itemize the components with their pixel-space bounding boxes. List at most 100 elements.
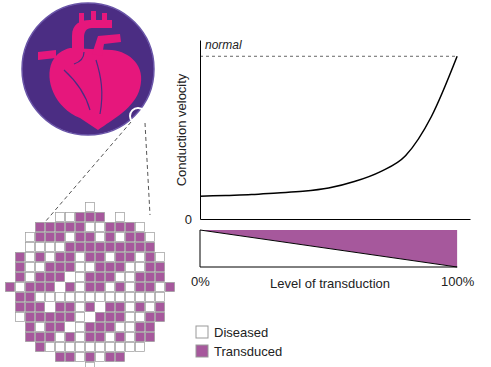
tissue-cell bbox=[46, 233, 55, 242]
tissue-cell bbox=[46, 313, 55, 322]
tissue-cell bbox=[16, 313, 25, 322]
tissue-cell bbox=[96, 223, 105, 232]
tissue-cell bbox=[146, 273, 155, 282]
tissue-cell bbox=[146, 323, 155, 332]
tissue-cell bbox=[46, 263, 55, 272]
tissue-cell bbox=[46, 293, 55, 302]
tissue-cell bbox=[76, 213, 85, 222]
zoom-line bbox=[45, 122, 131, 222]
velocity-curve bbox=[200, 56, 457, 196]
tissue-cell bbox=[76, 243, 85, 252]
tissue-cell bbox=[76, 263, 85, 272]
tissue-cell bbox=[86, 263, 95, 272]
diseased-area bbox=[200, 230, 457, 267]
tissue-cell bbox=[26, 263, 35, 272]
tissue-cell bbox=[36, 283, 45, 292]
tissue-cell bbox=[126, 283, 135, 292]
tissue-cell bbox=[126, 343, 135, 352]
tissue-cell bbox=[106, 303, 115, 312]
tissue-cell bbox=[66, 233, 75, 242]
tissue-cell bbox=[106, 243, 115, 252]
tissue-cell bbox=[126, 253, 135, 262]
tissue-cell bbox=[46, 343, 55, 352]
legend-label: Diseased bbox=[214, 325, 268, 340]
tissue-cell bbox=[56, 263, 65, 272]
tissue-cell bbox=[126, 293, 135, 302]
tissue-cell bbox=[126, 243, 135, 252]
x-axis-line bbox=[201, 219, 471, 220]
tissue-cell bbox=[26, 283, 35, 292]
tissue-cell bbox=[56, 233, 65, 242]
tissue-cell bbox=[126, 263, 135, 272]
tissue-cell bbox=[56, 273, 65, 282]
tissue-cell bbox=[136, 323, 145, 332]
tissue-cell bbox=[76, 303, 85, 312]
tissue-cell bbox=[106, 293, 115, 302]
heart-part bbox=[92, 34, 121, 56]
tissue-cell bbox=[86, 243, 95, 252]
tissue-cell bbox=[66, 223, 75, 232]
x-tick-label: 100% bbox=[441, 274, 475, 289]
legend-label: Transduced bbox=[214, 344, 282, 359]
tissue-cell bbox=[26, 313, 35, 322]
tissue-cell bbox=[26, 323, 35, 332]
heart-vessel bbox=[91, 11, 96, 21]
tissue-cell bbox=[86, 343, 95, 352]
tissue-cell bbox=[136, 263, 145, 272]
tissue-cell bbox=[66, 313, 75, 322]
tissue-cell bbox=[16, 263, 25, 272]
tissue-cell bbox=[146, 243, 155, 252]
tissue-cell bbox=[26, 303, 35, 312]
tissue-cell bbox=[116, 243, 125, 252]
tissue-cell bbox=[16, 273, 25, 282]
tissue-cell bbox=[36, 223, 45, 232]
tissue-cell bbox=[96, 233, 105, 242]
tissue-cell bbox=[46, 243, 55, 252]
tissue-cell bbox=[16, 283, 25, 292]
tissue-cell bbox=[36, 323, 45, 332]
tissue-cell bbox=[66, 243, 75, 252]
tissue-cell bbox=[96, 263, 105, 272]
tissue-cell bbox=[106, 253, 115, 262]
tissue-cell bbox=[96, 313, 105, 322]
tissue-cell bbox=[126, 223, 135, 232]
tissue-cell bbox=[136, 253, 145, 262]
composition-band bbox=[200, 230, 457, 267]
tissue-cell bbox=[106, 313, 115, 322]
tissue-cell bbox=[126, 333, 135, 342]
tissue-cell bbox=[136, 233, 145, 242]
tissue-cell bbox=[46, 253, 55, 262]
tissue-cell bbox=[76, 343, 85, 352]
tissue-cell bbox=[76, 273, 85, 282]
tissue-cell bbox=[136, 303, 145, 312]
normal-label: normal bbox=[205, 38, 242, 52]
y-axis-line bbox=[200, 41, 201, 220]
tissue-cell bbox=[116, 323, 125, 332]
tissue-cell bbox=[36, 253, 45, 262]
tissue-cell bbox=[86, 333, 95, 342]
tissue-cell bbox=[66, 343, 75, 352]
tissue-cell bbox=[146, 293, 155, 302]
tissue-cell bbox=[116, 303, 125, 312]
tissue-cell bbox=[96, 283, 105, 292]
tissue-cell bbox=[66, 253, 75, 262]
tissue-cell bbox=[146, 283, 155, 292]
tissue-cell bbox=[56, 313, 65, 322]
tissue-cell bbox=[116, 293, 125, 302]
heart-vessel bbox=[102, 13, 107, 23]
heart-line bbox=[74, 52, 84, 64]
tissue-cell bbox=[76, 223, 85, 232]
tissue-cell bbox=[126, 273, 135, 282]
tissue-cell bbox=[56, 243, 65, 252]
tissue-cell bbox=[46, 273, 55, 282]
tissue-cell bbox=[76, 323, 85, 332]
y-tick-label: 0 bbox=[185, 212, 192, 227]
legend-item: Transduced bbox=[196, 344, 282, 359]
tissue-cell bbox=[86, 213, 95, 222]
tissue-cell bbox=[76, 333, 85, 342]
tissue-cell bbox=[56, 293, 65, 302]
tissue-cell bbox=[136, 293, 145, 302]
tissue-cell bbox=[76, 233, 85, 242]
y-tick: 0 bbox=[185, 212, 200, 227]
normal-line bbox=[200, 56, 457, 57]
